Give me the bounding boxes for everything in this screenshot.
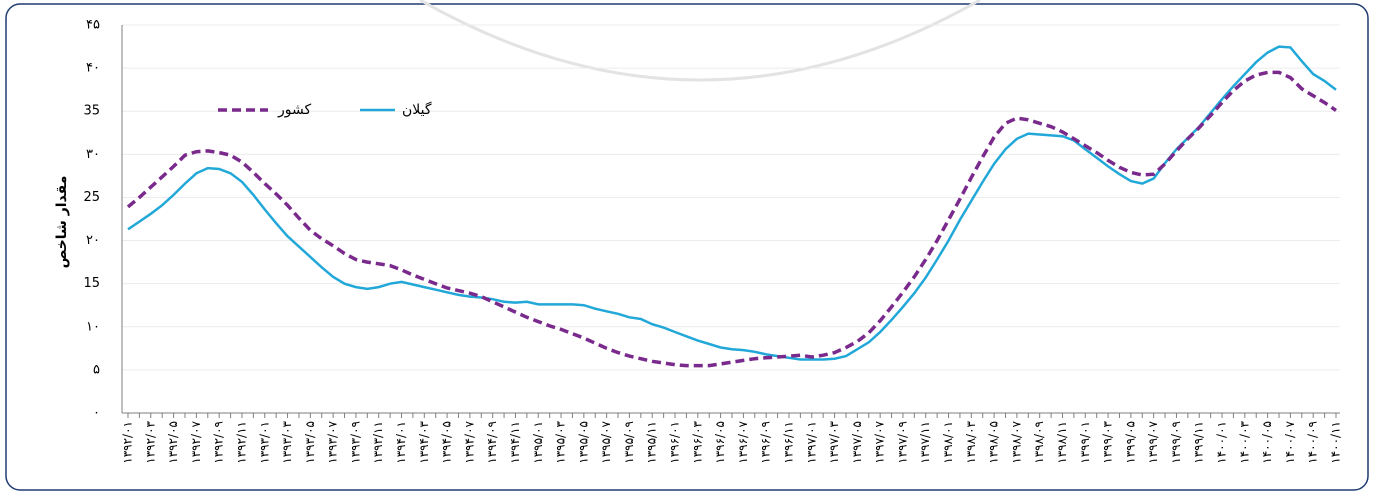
x-tick-label: ۱۳۹۷/۱۱ [918, 421, 932, 464]
x-tick-label: ۱۳۹۴/۰۱ [394, 421, 408, 464]
x-tick-label: ۱۳۹۶/۰۳ [690, 420, 704, 463]
y-tick-label: 25 [83, 190, 100, 205]
x-tick-label: ۱۳۹۹/۰۵ [1123, 421, 1137, 464]
x-tick-label: ۱۴۰۰/۱۱ [1329, 421, 1343, 464]
x-tick-label: ۱۳۹۵/۰۷ [599, 420, 613, 463]
x-tick-label: ۱۳۹۳/۰۷ [326, 420, 340, 463]
legend-label: گیلان [402, 101, 432, 118]
x-tick-label: ۱۳۹۲/۱۱ [234, 421, 248, 464]
x-tick-label: ۱۳۹۹/۰۱ [1078, 421, 1092, 464]
x-tick-label: ۱۳۹۶/۰۹ [759, 421, 773, 464]
x-tick-label: ۱۳۹۶/۱۱ [781, 421, 795, 464]
x-tick-label: ۱۴۰۰/۰۵ [1260, 421, 1274, 464]
x-tick-label: ۱۳۹۶/۰۵ [713, 421, 727, 464]
y-tick-label: 15 [83, 276, 100, 291]
x-tick-label: ۱۳۹۳/۰۳ [280, 420, 294, 463]
y-axis-title: مقدار شاخص [54, 176, 70, 269]
y-tick-label: ۲۰ [86, 233, 100, 248]
x-tick-label: ۱۳۹۹/۰۷ [1146, 420, 1160, 463]
y-tick-label: ۱۰ [86, 319, 100, 334]
x-tick-label: ۱۳۹۸/۰۵ [987, 421, 1001, 464]
x-tick-label: ۱۳۹۳/۰۵ [303, 421, 317, 464]
series-line [127, 45, 1337, 361]
x-tick-label: ۱۳۹۷/۰۵ [850, 421, 864, 464]
x-tick-label: ۱۳۹۴/۰۹ [485, 421, 499, 464]
x-tick-label: ۱۳۹۹/۱۱ [1192, 421, 1206, 464]
x-tick-label: ۱۳۹۲/۰۳ [143, 420, 157, 463]
x-tick-label: ۱۳۹۴/۰۷ [462, 420, 476, 463]
y-tick-label: ۴۰ [86, 61, 100, 76]
frame [5, 3, 1369, 491]
x-tick-label: ۱۳۹۵/۰۵ [576, 421, 590, 464]
y-tick-label: ۳۰ [86, 147, 100, 162]
x-tick-label: ۱۳۹۳/۰۱ [257, 421, 271, 464]
x-tick-label: ۱۴۰۰/۰۱ [1215, 421, 1229, 464]
x-tick-label: ۱۳۹۵/۱۱ [645, 421, 659, 464]
x-tick-label: ۱۳۹۷/۰۱ [804, 421, 818, 464]
x-tick-label: ۱۳۹۸/۰۱ [941, 421, 955, 464]
y-tick-label: ۵ [93, 362, 100, 377]
x-tick-label: ۱۳۹۲/۰۱ [121, 421, 135, 464]
x-tick-label: ۱۳۹۸/۱۱ [1055, 421, 1069, 464]
watermark-arc [419, 0, 981, 82]
x-tick-label: ۱۴۰۰/۰۹ [1306, 421, 1320, 464]
x-tick-label: ۱۳۹۷/۰۷ [873, 420, 887, 463]
x-tick-label: ۱۳۹۲/۰۹ [212, 421, 226, 464]
x-tick-label: ۱۳۹۴/۰۳ [417, 420, 431, 463]
x-tick-label: ۱۳۹۴/۰۵ [440, 421, 454, 464]
y-tick-label: ۰ [93, 406, 100, 421]
x-tick-label: ۱۳۹۳/۰۹ [348, 421, 362, 464]
x-tick-label: ۱۳۹۹/۰۳ [1101, 420, 1115, 463]
x-tick-label: ۱۳۹۳/۱۱ [371, 421, 385, 464]
x-tick-label: ۱۳۹۷/۰۳ [827, 420, 841, 463]
y-tick-label: ۴۵ [86, 18, 100, 33]
legend-label: کشور [277, 102, 311, 118]
x-tick-label: ۱۳۹۶/۰۷ [736, 420, 750, 463]
x-tick-label: ۱۳۹۸/۰۹ [1032, 421, 1046, 464]
x-tick-label: ۱۳۹۵/۰۳ [554, 420, 568, 463]
x-tick-label: ۱۳۹۵/۰۹ [622, 421, 636, 464]
series-line [126, 70, 1337, 368]
x-tick-label: ۱۳۹۹/۰۹ [1169, 421, 1183, 464]
x-tick-label: ۱۳۹۲/۰۵ [166, 421, 180, 464]
x-tick-label: ۱۴۰۰/۰۷ [1283, 420, 1297, 463]
x-tick-label: ۱۳۹۴/۱۱ [508, 421, 522, 464]
y-tick-label: 35 [83, 104, 100, 119]
x-tick-label: ۱۳۹۶/۰۱ [668, 421, 682, 464]
x-tick-label: ۱۳۹۸/۰۳ [964, 420, 978, 463]
x-tick-label: ۱۳۹۷/۰۹ [895, 421, 909, 464]
x-tick-label: ۱۴۰۰/۰۳ [1237, 420, 1251, 463]
x-tick-label: ۱۳۹۵/۰۱ [531, 421, 545, 464]
x-tick-label: ۱۳۹۸/۰۷ [1009, 420, 1023, 463]
x-tick-label: ۱۳۹۲/۰۷ [189, 420, 203, 463]
